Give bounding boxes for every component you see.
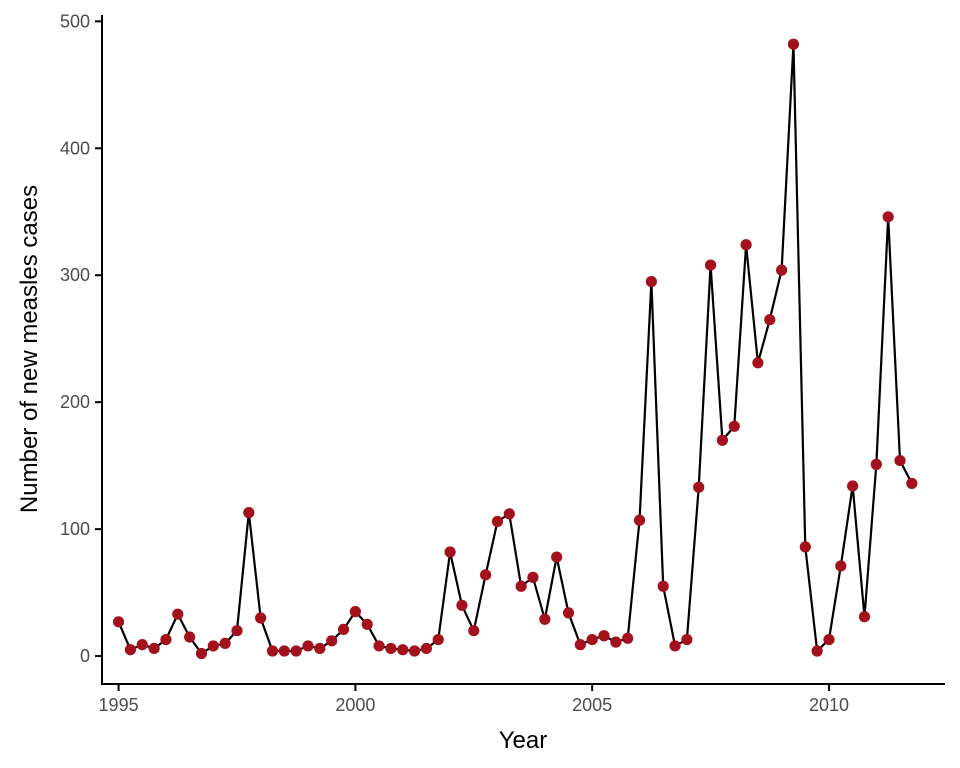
data-point [551,551,563,563]
data-point [811,645,823,657]
data-point [823,633,835,646]
data-point [894,454,906,467]
data-point [693,481,705,493]
data-point [112,616,125,628]
data-point [231,625,243,637]
data-point [669,640,681,652]
data-point [337,623,350,636]
data-point [681,633,693,646]
data-point [716,434,729,446]
data-point [645,275,657,288]
data-point [195,647,208,660]
data-point [622,632,634,644]
data-point [255,612,267,624]
data-point [219,637,231,649]
data-point [539,613,551,625]
data-point [456,599,468,611]
data-point [858,611,871,623]
data-point [870,458,882,470]
data-point [184,631,196,643]
data-point [562,607,575,619]
data-point [444,546,456,558]
data-point [302,640,314,652]
y-tick-label: 0 [80,646,90,666]
plot-area [112,38,918,660]
data-point [728,420,740,432]
y-tick-label: 200 [60,392,90,412]
y-tick-label: 100 [60,519,90,539]
data-point [385,642,397,655]
x-tick-label: 2010 [809,695,849,715]
data-point [657,580,669,592]
y-tick-label: 300 [60,265,90,285]
data-point [468,625,480,637]
y-tick-label: 400 [60,138,90,158]
data-point [527,571,539,583]
data-point [361,618,373,630]
data-point [136,639,148,651]
x-axis-title: Year [499,727,548,754]
data-points [112,38,918,660]
data-point [491,515,504,528]
data-point [124,644,137,656]
data-point [207,640,219,652]
data-point [408,645,421,657]
data-point [882,211,894,223]
data-point [420,642,433,655]
data-point [740,239,752,251]
data-point [266,645,279,657]
data-point [586,633,598,646]
x-tick-label: 2005 [572,695,612,715]
data-point [503,508,515,520]
y-tick-label: 500 [60,11,90,31]
data-point [349,606,361,618]
data-point [397,644,409,656]
data-point [633,514,646,526]
data-point [515,580,527,592]
series-line [117,43,913,655]
data-point [835,560,847,572]
data-point [314,642,326,655]
data-point [326,635,338,647]
data-point [290,645,302,657]
data-point [598,630,610,642]
data-point [160,633,172,646]
data-point [799,541,811,553]
x-axis-ticks: 1995 2000 2005 2010 [99,684,849,715]
data-point [148,642,160,655]
data-point [373,640,385,652]
y-axis-ticks: 0 100 200 300 400 500 [60,11,102,666]
data-point [752,357,764,369]
data-point [480,569,492,581]
y-axis-title: Number of new measles cases [16,185,43,513]
data-point [847,480,859,492]
data-point [610,636,622,648]
data-point [172,608,184,620]
x-tick-label: 2000 [335,695,375,715]
data-point [278,645,290,657]
data-point [432,633,444,646]
data-point [243,507,255,519]
x-tick-label: 1995 [99,695,139,715]
data-point [906,477,918,490]
data-point [704,259,717,271]
data-point [574,639,586,651]
data-point [764,314,776,326]
data-point [787,38,800,50]
data-point [776,264,788,276]
